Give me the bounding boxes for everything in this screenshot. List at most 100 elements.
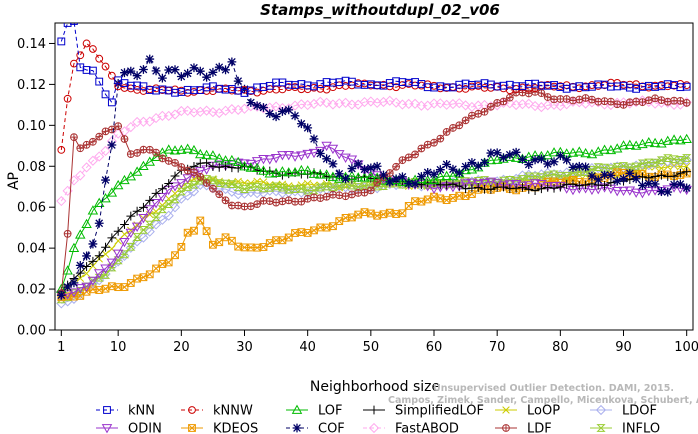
series-cof-point <box>562 155 572 165</box>
series-inflo-point <box>574 167 584 176</box>
series-fastabod-point <box>321 97 332 108</box>
series-lof-point <box>125 171 137 181</box>
series-ldf-point <box>259 196 268 205</box>
series-cof-point <box>88 239 98 249</box>
series-inflo-point <box>353 183 363 191</box>
series-cof-point <box>278 107 287 116</box>
series-cof-point <box>524 160 534 169</box>
series-cof-point <box>353 159 363 169</box>
series-ldf-point <box>164 157 173 165</box>
series-lof-point <box>485 154 497 165</box>
y-tick-label: 0.04 <box>17 242 46 257</box>
x-tick-label: 70 <box>489 340 506 355</box>
series-cof-point <box>233 76 243 86</box>
series-inflo-point <box>151 213 161 222</box>
y-tick-label: 0.06 <box>17 201 46 216</box>
series-kdeos-point <box>145 270 154 279</box>
series-lof-point <box>618 140 629 150</box>
series-odin-point <box>213 160 225 170</box>
series-ldf-point <box>297 197 306 206</box>
series-ldf-point <box>385 169 394 177</box>
series-lof-point <box>251 162 263 173</box>
series-simplifiedlof-point <box>467 183 477 193</box>
series-ldf-point <box>486 102 495 111</box>
series-ldf-point <box>411 150 419 159</box>
series-lof-point <box>460 164 471 175</box>
series-inflo-point <box>359 181 370 190</box>
series-lof-point <box>112 179 124 190</box>
series-lof-point <box>321 169 332 179</box>
series-cof-point <box>619 174 628 184</box>
series-odin-point <box>611 187 623 197</box>
series-lof-point <box>264 168 276 178</box>
series-loop-point <box>120 230 129 238</box>
series-simplifiedlof-point <box>536 184 546 194</box>
series-cof-point <box>581 162 591 172</box>
series-lof-point <box>302 165 313 175</box>
series-inflo-point <box>315 183 325 192</box>
series-lof-point <box>81 218 92 229</box>
series-ldf-point <box>265 197 274 206</box>
series-fastabod-point <box>226 104 237 115</box>
legend-marker <box>502 406 510 414</box>
series-cof-point <box>454 168 464 178</box>
series-odin-point <box>207 161 219 172</box>
series-ldf-point <box>505 93 514 102</box>
series-ldf-point <box>221 196 230 205</box>
series-cof-point <box>366 163 376 173</box>
series-lof-point <box>106 187 118 197</box>
series-inflo-point <box>650 158 660 167</box>
series-lof-point <box>662 135 673 145</box>
series-lof-point <box>213 153 225 163</box>
series-ldf-point <box>145 145 154 154</box>
series-simplifiedlof-point <box>120 220 129 229</box>
series-cof-point <box>499 153 508 163</box>
series-simplifiedlof-point <box>442 180 452 190</box>
series-lof-point <box>365 171 377 181</box>
series-inflo-point <box>524 172 534 181</box>
watermark-line-2: Campos, Zimek, Sander, Campello, Micenko… <box>388 395 698 406</box>
series-cof-point <box>296 119 306 129</box>
series-cof-point <box>63 282 73 292</box>
series-cof-point <box>265 109 275 119</box>
series-ldf-point <box>246 202 255 211</box>
series-inflo-point <box>637 159 648 168</box>
series-kdeos-point <box>120 283 129 291</box>
series-cof-point <box>145 54 155 64</box>
legend-label: LoOP <box>527 404 560 419</box>
series-kdeos-point <box>126 279 135 287</box>
series-cof-point <box>423 167 433 177</box>
series-simplifiedlof-point <box>416 180 426 190</box>
series-fastabod-point <box>460 100 471 111</box>
series-cof-point <box>593 175 603 185</box>
series-odin-point <box>542 182 553 192</box>
series-cof-point <box>568 162 578 172</box>
series-odin-point <box>523 181 535 191</box>
series-simplifiedlof-point <box>202 158 212 168</box>
series-odin-point <box>327 144 339 155</box>
series-inflo-point <box>239 185 250 193</box>
series-cof-point <box>139 65 148 74</box>
legend-label: SimplifiedLOF <box>395 404 484 419</box>
series-ldf-point <box>341 192 350 201</box>
series-inflo-point <box>132 233 142 241</box>
series-inflo-point <box>157 205 167 214</box>
series-odin-point <box>517 181 528 191</box>
series-lof-point <box>239 161 250 171</box>
series-lof-point <box>226 154 238 165</box>
series-simplifiedlof-point <box>132 206 142 216</box>
legend-marker <box>368 422 380 434</box>
watermark-line-1: Unsupervised Outlier Detection. DAMI, 20… <box>433 383 674 394</box>
series-lof-point <box>182 143 193 153</box>
legend-item: SimplifiedLOF <box>363 404 484 419</box>
series-lof-point <box>498 153 509 163</box>
series-ldf-point <box>569 96 577 105</box>
legend-item: ODIN <box>96 422 162 434</box>
series-ldf-point <box>651 94 659 103</box>
series-ldf-point <box>240 202 249 211</box>
series-odin-point <box>157 192 168 203</box>
series-cof-point <box>101 175 110 185</box>
series-cof-point <box>429 169 439 179</box>
series-simplifiedlof-point <box>101 242 110 252</box>
series-cof-point <box>543 159 553 169</box>
